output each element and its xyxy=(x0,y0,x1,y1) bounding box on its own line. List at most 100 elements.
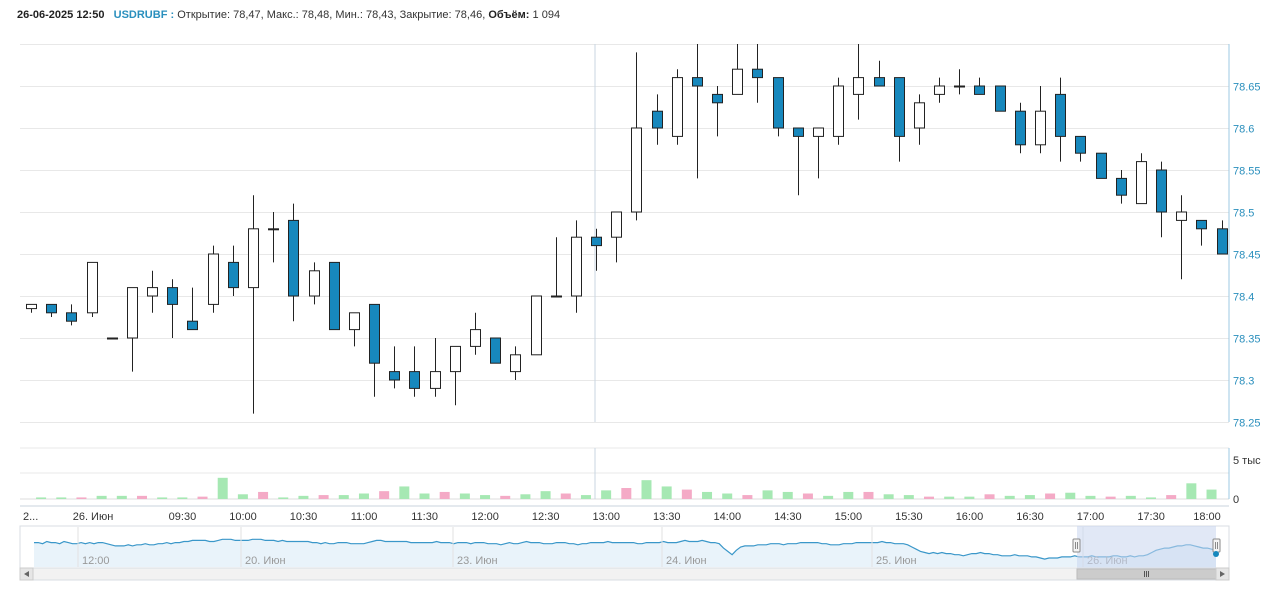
candle-body xyxy=(793,127,804,137)
navigator-label: 23. Июн xyxy=(457,555,498,567)
volume-bar xyxy=(560,493,571,499)
info-low-value: 78,43 xyxy=(365,9,394,21)
candles[interactable] xyxy=(26,44,1228,414)
candle-body xyxy=(531,295,542,356)
candle xyxy=(531,295,542,356)
volume-bar xyxy=(1206,489,1217,499)
candle-body xyxy=(1156,169,1167,213)
candle-body xyxy=(26,303,37,310)
candle-body xyxy=(490,337,501,364)
volume-bar xyxy=(883,494,894,499)
candle-body xyxy=(894,77,905,137)
candle-body xyxy=(692,77,703,87)
volume-bar xyxy=(843,491,854,499)
candle-body xyxy=(1136,161,1147,205)
candle xyxy=(66,304,77,326)
volume-bar xyxy=(358,493,369,499)
price-tick-label: 78.5 xyxy=(1233,208,1254,220)
volume-bar xyxy=(1065,492,1076,499)
candle xyxy=(773,77,784,137)
volume-bar xyxy=(823,495,834,499)
volume-bar xyxy=(1004,495,1015,499)
info-datetime: 26-06-2025 12:50 xyxy=(17,9,105,21)
candle xyxy=(813,127,824,179)
candle xyxy=(490,337,501,364)
candle-body xyxy=(389,371,400,381)
ohlc-info-bar: 26-06-2025 12:50 USDRUBF : Открытие: 78,… xyxy=(17,9,561,21)
volume-panel: 0 5 тыс xyxy=(20,447,1261,506)
volume-bar xyxy=(782,491,793,499)
price-gridlines xyxy=(20,44,1229,423)
candle xyxy=(87,261,98,317)
candle-body xyxy=(1055,93,1066,137)
candle-body xyxy=(752,68,763,79)
time-tick-label: 09:30 xyxy=(169,511,197,523)
volume-bar xyxy=(924,496,935,499)
time-tick-label: 15:30 xyxy=(895,511,923,523)
info-low-label: Мин.: xyxy=(335,9,363,21)
navigator-left-handle[interactable] xyxy=(1072,538,1081,553)
scrollbar-track[interactable] xyxy=(19,567,1230,581)
navigator-label: 20. Июн xyxy=(245,555,286,567)
volume-bar xyxy=(217,477,228,499)
time-tick-label: 11:00 xyxy=(351,511,378,523)
volume-bar xyxy=(338,495,349,499)
candle xyxy=(470,312,481,355)
candle xyxy=(389,346,400,389)
volume-bar xyxy=(96,495,107,499)
candle-body xyxy=(127,287,138,339)
volume-bar xyxy=(1024,495,1035,499)
candle-body xyxy=(66,312,77,322)
volume-bar xyxy=(762,490,773,499)
candle xyxy=(914,94,925,145)
navigator-label: 25. Июн xyxy=(876,555,917,567)
candle-body xyxy=(1116,177,1127,196)
candle xyxy=(450,345,461,406)
candle-body xyxy=(87,261,98,314)
price-axis-labels: 78.25 78.3 78.35 78.4 78.45 78.5 78.55 78.6 78.6… xyxy=(1233,82,1261,430)
candle-body xyxy=(470,329,481,347)
time-tick-label: 16:00 xyxy=(956,511,984,523)
candle xyxy=(329,261,340,331)
time-tick-label: 13:30 xyxy=(653,511,681,523)
candle xyxy=(107,337,118,340)
candle-body xyxy=(672,77,683,137)
candle-body xyxy=(409,371,420,389)
navigator-label: 12:00 xyxy=(82,555,110,567)
navigator-right-handle[interactable] xyxy=(1212,538,1221,553)
scrollbar[interactable] xyxy=(19,567,1230,581)
volume-bar xyxy=(702,491,713,499)
candle-body xyxy=(107,337,118,340)
price-tick-label: 78.35 xyxy=(1233,334,1261,346)
candle xyxy=(288,203,299,322)
volume-bar xyxy=(944,496,955,499)
volume-tick-label: 5 тыс xyxy=(1233,455,1261,467)
navigator-window[interactable] xyxy=(1077,526,1216,568)
volume-bar xyxy=(1045,493,1056,499)
candle-body xyxy=(954,85,965,88)
volume-bar xyxy=(742,495,753,499)
candle xyxy=(46,303,57,317)
price-tick-label: 78.25 xyxy=(1233,418,1261,430)
time-tick-label: 2... xyxy=(23,511,38,523)
volume-bar xyxy=(237,494,248,499)
navigator-line xyxy=(34,538,1217,560)
time-tick-label: 14:30 xyxy=(774,511,802,523)
time-axis-labels: 2... 26. Июн 09:30 10:00 10:30 11:00 11:30 12:0… xyxy=(23,511,1221,523)
candle-body xyxy=(46,303,57,314)
candle xyxy=(127,287,138,372)
candle-body xyxy=(288,219,299,297)
volume-bar xyxy=(56,497,67,499)
candle xyxy=(167,279,178,338)
candle xyxy=(1055,77,1066,162)
candle-body xyxy=(167,287,178,305)
candle-body xyxy=(1096,152,1107,179)
candle xyxy=(187,287,198,331)
candle xyxy=(853,44,864,120)
candle xyxy=(551,237,562,298)
volume-bar xyxy=(641,480,652,499)
candle xyxy=(349,312,360,347)
